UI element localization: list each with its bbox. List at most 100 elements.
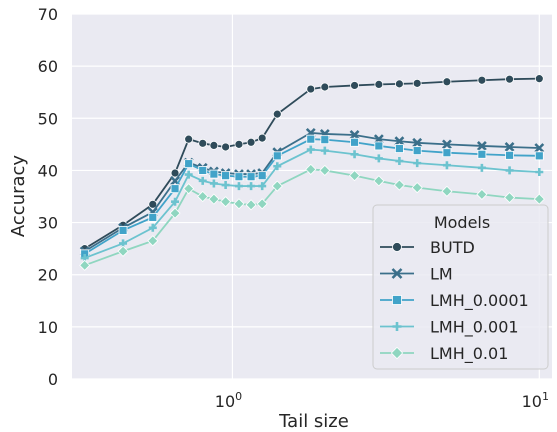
data-point	[147, 235, 159, 247]
data-point	[477, 75, 487, 85]
data-point	[505, 150, 514, 160]
data-point	[442, 77, 452, 87]
data-point	[394, 136, 405, 147]
series-line	[84, 131, 540, 253]
y-tick-label: 60	[38, 57, 58, 76]
data-point	[395, 157, 404, 166]
legend-label: LMH_0.001	[430, 318, 519, 338]
data-point	[271, 180, 283, 192]
data-point	[477, 163, 486, 172]
legend-box	[372, 204, 549, 370]
data-point	[148, 223, 157, 232]
data-point	[183, 183, 195, 195]
y-axis-label: Accuracy	[8, 155, 29, 238]
legend: Models BUTD LM LMH_0.0001 LMH_0.001 LMH_0.01	[372, 204, 549, 370]
data-point	[350, 137, 359, 147]
legend-item: LMH_0.01	[380, 344, 508, 364]
data-point	[170, 168, 180, 178]
data-point	[392, 322, 402, 331]
data-point	[170, 184, 180, 194]
data-point	[350, 81, 359, 90]
data-point	[412, 146, 422, 156]
data-point	[234, 182, 243, 191]
data-point	[412, 137, 423, 148]
series-lmh-0-0001	[80, 134, 544, 259]
legend-label: LM	[430, 265, 453, 284]
data-point	[118, 225, 128, 235]
data-point	[394, 144, 404, 153]
data-point	[169, 207, 181, 219]
data-point	[198, 166, 208, 175]
data-point	[442, 148, 452, 158]
x-tick-base: 10	[215, 392, 235, 411]
data-point	[441, 185, 453, 197]
data-point	[442, 161, 451, 170]
data-point	[320, 135, 330, 145]
data-point	[184, 134, 194, 144]
data-point	[505, 166, 514, 175]
data-point	[535, 167, 544, 176]
data-point	[209, 179, 218, 188]
data-point	[209, 169, 219, 179]
data-point	[221, 171, 231, 181]
legend-label: LMH_0.01	[430, 344, 508, 364]
legend-item: LMH_0.0001	[380, 291, 529, 311]
x-tick-label: 101	[522, 390, 549, 411]
legend-label: LMH_0.0001	[430, 291, 529, 311]
data-point	[306, 145, 315, 154]
data-point	[350, 150, 359, 159]
data-point	[320, 146, 329, 155]
data-point	[392, 295, 402, 305]
data-point	[234, 139, 244, 149]
data-point	[184, 170, 193, 179]
data-point	[221, 181, 230, 190]
data-point	[246, 137, 256, 147]
data-point	[413, 159, 422, 168]
data-point	[197, 190, 209, 203]
data-point	[306, 134, 316, 144]
data-point	[305, 163, 317, 175]
y-tick-label: 30	[38, 214, 58, 233]
data-point	[476, 188, 488, 200]
data-point	[503, 191, 516, 204]
data-point	[504, 142, 515, 152]
data-point	[373, 175, 385, 187]
data-point	[234, 172, 244, 182]
series-lmh-0-01	[79, 163, 545, 271]
data-point	[258, 182, 267, 191]
x-tick-labels: 100 101	[215, 390, 549, 411]
data-point	[273, 162, 282, 171]
legend-label: BUTD	[430, 238, 475, 257]
x-tick-exponent: 1	[542, 390, 549, 403]
legend-title: Models	[434, 213, 490, 232]
y-tick-label: 10	[38, 318, 58, 337]
data-point	[391, 268, 403, 279]
data-point	[79, 259, 91, 271]
data-point	[198, 176, 207, 185]
data-point	[533, 193, 545, 205]
data-point	[477, 149, 487, 159]
legend-items: BUTD LM LMH_0.0001 LMH_0.001 LMH_0.01	[380, 238, 529, 364]
data-point	[233, 198, 245, 210]
data-point	[349, 130, 360, 140]
data-point	[148, 212, 158, 222]
y-tick-label: 40	[38, 161, 58, 180]
series-line	[84, 148, 540, 259]
y-tick-label: 70	[38, 5, 58, 24]
data-point	[272, 109, 282, 119]
data-point	[319, 164, 331, 176]
y-tick-label: 0	[48, 370, 58, 389]
legend-item: LM	[380, 265, 453, 284]
data-point	[257, 171, 267, 181]
x-tick-exponent: 0	[235, 390, 242, 403]
x-tick-base: 10	[522, 392, 542, 411]
data-point	[148, 199, 158, 209]
legend-item: BUTD	[380, 238, 475, 257]
data-point	[476, 141, 487, 151]
data-point	[534, 151, 544, 161]
data-point	[245, 199, 257, 211]
data-point	[392, 242, 402, 252]
series-lmh-0-001	[80, 145, 544, 263]
data-point	[348, 170, 361, 182]
